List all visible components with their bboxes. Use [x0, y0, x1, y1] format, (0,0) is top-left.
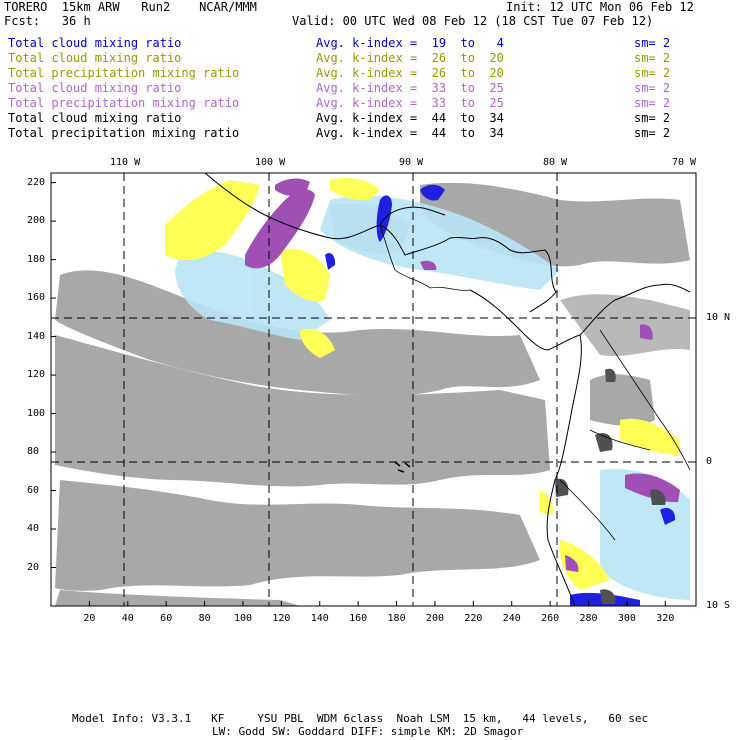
- x-tick-label: 120: [272, 613, 291, 624]
- legend-sm: sm= 2: [634, 96, 671, 110]
- lat-lon-grid: [51, 173, 696, 606]
- y-tick-label: 160: [27, 292, 46, 304]
- axis-ticks: [51, 182, 666, 606]
- map-frame: [50, 172, 697, 607]
- y-tick-label: 40: [27, 523, 40, 535]
- x-tick-label: 160: [349, 613, 368, 624]
- legend-label: Total precipitation mixing ratio: [8, 96, 240, 110]
- lon-label: 80 W: [543, 157, 568, 168]
- legend-sm: sm= 2: [634, 111, 671, 125]
- y-tick-label: 120: [27, 369, 46, 381]
- field-layers: [51, 173, 696, 606]
- cloud-purple-field: [245, 178, 680, 572]
- x-tick-label: 300: [617, 613, 636, 624]
- y-tick-label: 220: [27, 176, 46, 188]
- lon-label: 70 W: [672, 157, 697, 168]
- header-valid: Valid: 00 UTC Wed 08 Feb 12 (18 CST Tue …: [292, 14, 654, 28]
- x-tick-label: 280: [579, 613, 598, 624]
- legend-label: Total cloud mixing ratio: [8, 51, 182, 65]
- legend-stat: Avg. k-index = 44 to 34: [316, 111, 504, 125]
- x-tick-label: 200: [425, 613, 444, 624]
- legend-label: Total cloud mixing ratio: [8, 81, 182, 95]
- y-tick-label: 200: [27, 215, 46, 227]
- y-tick-label: 60: [27, 484, 40, 496]
- x-tick-label: 180: [387, 613, 406, 624]
- legend-stat: Avg. k-index = 33 to 25: [316, 81, 504, 95]
- legend-label: Total cloud mixing ratio: [8, 36, 182, 50]
- lat-label: 10 N: [706, 312, 731, 323]
- legend-label: Total cloud mixing ratio: [8, 111, 182, 125]
- legend-label: Total precipitation mixing ratio: [8, 66, 240, 80]
- legend-label: Total precipitation mixing ratio: [8, 126, 240, 140]
- y-tick-label: 80: [27, 446, 40, 458]
- cloud-yellow-field: [165, 178, 680, 590]
- lon-label: 110 W: [110, 157, 141, 168]
- x-tick-label: 220: [464, 613, 483, 624]
- legend-stat: Avg. k-index = 44 to 34: [316, 126, 504, 140]
- y-tick-label: 140: [27, 330, 46, 342]
- cloud-dark-field: [555, 368, 666, 604]
- y-tick-label: 180: [27, 253, 46, 265]
- footer-model-info: Model Info: V3.3.1 KF YSU PBL WDM 6class…: [72, 712, 649, 725]
- legend-stat: Avg. k-index = 33 to 25: [316, 96, 504, 110]
- header-fcst: Fcst: 36 h: [4, 14, 91, 28]
- lat-label: 0: [706, 456, 713, 467]
- header-model: TORERO 15km ARW Run2 NCAR/MMM: [4, 0, 257, 14]
- legend-stat: Avg. k-index = 26 to 20: [316, 51, 504, 65]
- x-tick-label: 140: [310, 613, 329, 624]
- coastline: [204, 173, 691, 606]
- footer-physics-info: LW: Godd SW: Goddard DIFF: simple KM: 2D…: [212, 725, 524, 738]
- y-tick-label: 100: [27, 407, 46, 419]
- lat-label: 10 S: [706, 600, 731, 611]
- header-init: Init: 12 UTC Mon 06 Feb 12: [506, 0, 694, 14]
- legend-sm: sm= 2: [634, 126, 671, 140]
- y-tick-label: 20: [27, 561, 40, 573]
- legend-stat: Avg. k-index = 26 to 20: [316, 66, 504, 80]
- x-tick-label: 260: [541, 613, 560, 624]
- country-borders: [379, 224, 691, 541]
- x-tick-label: 100: [233, 613, 253, 624]
- x-tick-label: 240: [502, 613, 521, 624]
- legend-stat: Avg. k-index = 19 to 4: [316, 36, 504, 50]
- x-tick-label: 320: [656, 613, 675, 624]
- legend-sm: sm= 2: [634, 36, 671, 50]
- lon-label: 90 W: [399, 157, 424, 168]
- x-tick-label: 40: [121, 613, 134, 624]
- x-tick-label: 80: [198, 613, 211, 624]
- lon-label: 100 W: [255, 157, 286, 168]
- legend-sm: sm= 2: [634, 66, 671, 80]
- x-tick-label: 20: [83, 613, 96, 624]
- legend-sm: sm= 2: [634, 51, 671, 65]
- x-tick-label: 60: [160, 613, 173, 624]
- legend-sm: sm= 2: [634, 81, 671, 95]
